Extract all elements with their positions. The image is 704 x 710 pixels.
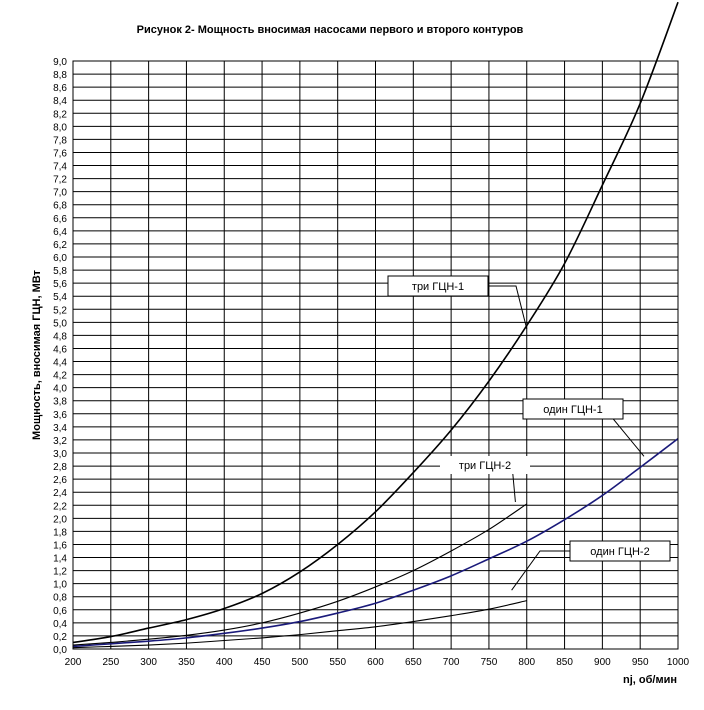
y-tick-label: 8,0 bbox=[53, 122, 67, 133]
callout-4: один ГЦН-2 bbox=[511, 540, 671, 591]
y-tick-label: 2,0 bbox=[53, 514, 67, 525]
x-tick-label: 550 bbox=[329, 657, 346, 668]
callout-label: три ГЦН-1 bbox=[412, 281, 464, 293]
y-tick-label: 7,4 bbox=[53, 162, 67, 173]
y-tick-label: 8,8 bbox=[53, 70, 67, 81]
y-tick-label: 7,0 bbox=[53, 188, 67, 199]
callout-box bbox=[522, 398, 624, 420]
y-tick-label: 6,8 bbox=[53, 201, 67, 212]
y-tick-label: 3,4 bbox=[53, 423, 67, 434]
y-tick-label: 1,0 bbox=[53, 580, 67, 591]
x-tick-label: 700 bbox=[443, 657, 460, 668]
y-tick-label: 3,0 bbox=[53, 449, 67, 460]
callout-box bbox=[387, 275, 489, 297]
x-tick-label: 300 bbox=[140, 657, 157, 668]
x-tick-label: 650 bbox=[405, 657, 422, 668]
y-tick-label: 1,2 bbox=[53, 567, 67, 578]
series-3-line bbox=[73, 503, 528, 646]
x-tick-label: 350 bbox=[178, 657, 195, 668]
x-tick-label: 400 bbox=[216, 657, 233, 668]
callout-2: один ГЦН-1 bbox=[522, 398, 645, 457]
callout-leader bbox=[488, 285, 528, 329]
y-tick-label: 8,6 bbox=[53, 83, 67, 94]
y-tick-label: 1,8 bbox=[53, 527, 67, 538]
chart-title: Рисунок 2- Мощность вносимая насосами пе… bbox=[137, 24, 524, 36]
y-tick-label: 0,2 bbox=[53, 632, 67, 643]
callouts: три ГЦН-1 один ГЦН-1 три ГЦН-2 один ГЦН-2 bbox=[387, 275, 671, 591]
y-tick-label: 6,0 bbox=[53, 253, 67, 264]
y-tick-label: 5,6 bbox=[53, 279, 67, 290]
y-tick-label: 9,0 bbox=[53, 57, 67, 68]
y-tick-label: 6,6 bbox=[53, 214, 67, 225]
y-tick-label: 4,4 bbox=[53, 358, 67, 369]
y-tick-label: 7,2 bbox=[53, 175, 67, 186]
y-tick-label: 0,6 bbox=[53, 606, 67, 617]
x-tick-label: 250 bbox=[102, 657, 119, 668]
x-tick-labels: 200 250 300 350 400 450 500 550 600 650 700 750 800 8… bbox=[65, 657, 690, 668]
y-tick-label: 5,0 bbox=[53, 318, 67, 329]
x-tick-label: 200 bbox=[65, 657, 82, 668]
y-tick-label: 2,4 bbox=[53, 488, 67, 499]
y-axis-label: Мощность, вносимая ГЦН, МВт bbox=[31, 269, 43, 439]
x-tick-label: 900 bbox=[594, 657, 611, 668]
callout-3: три ГЦН-2 bbox=[440, 456, 530, 503]
x-tick-label: 850 bbox=[556, 657, 573, 668]
y-tick-label: 5,2 bbox=[53, 305, 67, 316]
x-tick-label: 950 bbox=[632, 657, 649, 668]
y-tick-label: 5,8 bbox=[53, 266, 67, 277]
series-1-line bbox=[73, 1, 679, 644]
callout-label: один ГЦН-2 bbox=[590, 546, 649, 558]
x-tick-label: 1000 bbox=[667, 657, 690, 668]
y-tick-label: 4,8 bbox=[53, 331, 67, 342]
y-tick-label: 1,6 bbox=[53, 540, 67, 551]
callout-box bbox=[569, 540, 671, 562]
plot-frame bbox=[72, 60, 679, 650]
callout-box bbox=[440, 456, 530, 474]
y-tick-label: 4,2 bbox=[53, 371, 67, 382]
y-tick-label: 5,4 bbox=[53, 292, 67, 303]
x-tick-label: 500 bbox=[292, 657, 309, 668]
y-tick-label: 8,2 bbox=[53, 109, 67, 120]
x-tick-label: 800 bbox=[518, 657, 535, 668]
y-tick-label: 6,4 bbox=[53, 227, 67, 238]
x-tick-label: 450 bbox=[254, 657, 271, 668]
y-tick-label: 2,8 bbox=[53, 462, 67, 473]
callout-label: три ГЦН-2 bbox=[459, 460, 511, 472]
y-tick-label: 6,2 bbox=[53, 240, 67, 251]
y-tick-label: 3,6 bbox=[53, 410, 67, 421]
x-tick-label: 600 bbox=[367, 657, 384, 668]
x-tick-label: 750 bbox=[481, 657, 498, 668]
y-tick-label: 0,4 bbox=[53, 619, 67, 630]
y-tick-label: 2,6 bbox=[53, 475, 67, 486]
y-tick-label: 1,4 bbox=[53, 554, 67, 565]
y-tick-label: 3,2 bbox=[53, 436, 67, 447]
callout-leader bbox=[511, 550, 570, 591]
data-curves bbox=[73, 1, 679, 649]
callout-1: три ГЦН-1 bbox=[387, 275, 528, 329]
y-tick-label: 4,6 bbox=[53, 344, 67, 355]
y-tick-label: 4,0 bbox=[53, 384, 67, 395]
callout-label: один ГЦН-1 bbox=[543, 404, 602, 416]
y-tick-label: 0,0 bbox=[53, 645, 67, 656]
y-tick-label: 8,4 bbox=[53, 96, 67, 107]
y-tick-labels: 0,0 0,2 0,4 0,6 0,8 1,0 1,2 1,4 1,6 1,8 2,0 2,2 2,4 2… bbox=[53, 57, 67, 656]
series-4-line bbox=[73, 600, 527, 649]
y-tick-label: 7,6 bbox=[53, 148, 67, 159]
series-2-line bbox=[73, 437, 679, 648]
y-tick-label: 3,8 bbox=[53, 397, 67, 408]
y-tick-label: 2,2 bbox=[53, 501, 67, 512]
x-axis-label: nj, об/мин bbox=[623, 674, 677, 686]
y-tick-label: 0,8 bbox=[53, 593, 67, 604]
y-tick-label: 7,8 bbox=[53, 135, 67, 146]
